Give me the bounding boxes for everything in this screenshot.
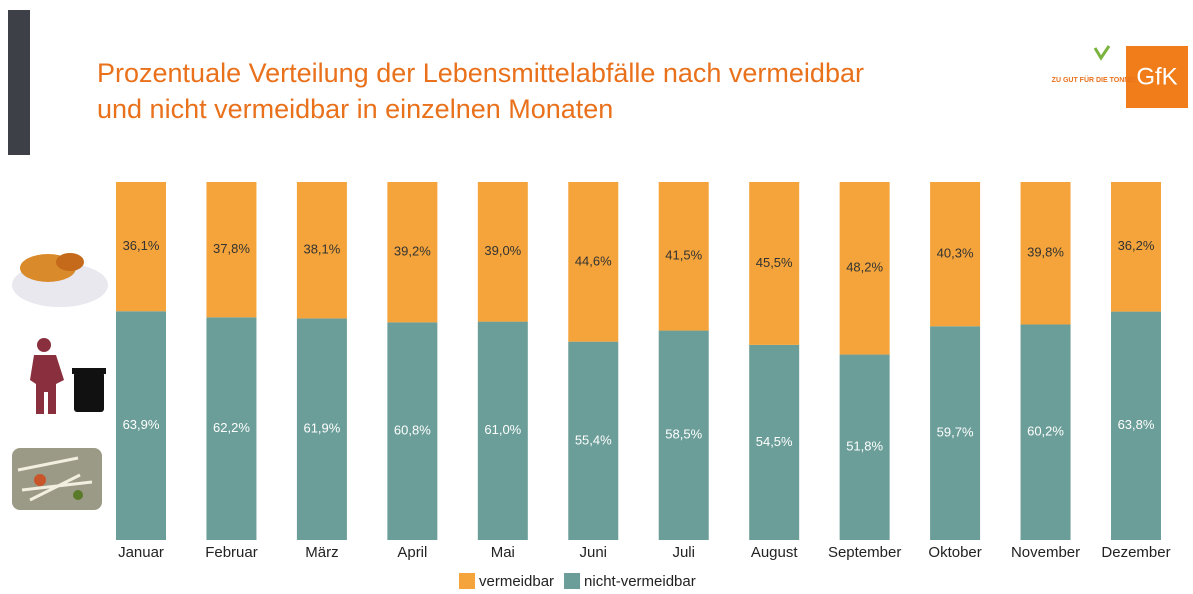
chart-title: und nicht vermeidbar in einzelnen Monate… [97,94,613,124]
data-label: 54,5% [756,434,793,449]
x-tick-label: März [305,544,338,561]
data-label: 36,2% [1118,238,1155,253]
x-tick-label: September [828,544,901,561]
legend-swatch [459,573,475,589]
data-label: 61,0% [484,422,521,437]
data-label: 58,5% [665,427,702,442]
data-label: 63,9% [123,417,160,432]
data-label: 51,8% [846,439,883,454]
legend-swatch [564,573,580,589]
x-tick-label: Juni [580,544,608,561]
x-tick-label: Juli [672,544,695,561]
gfk-logo-text: GfK [1136,63,1177,90]
data-label: 36,1% [123,238,160,253]
x-tick-label: Dezember [1101,544,1170,561]
legend-label: nicht-vermeidbar [584,573,696,590]
data-label: 61,9% [303,421,340,436]
legend-label: vermeidbar [479,573,554,590]
data-label: 39,2% [394,244,431,259]
data-label: 39,0% [484,243,521,258]
campaign-logo-text: ZU GUT FÜR DIE TONNE! [1052,75,1137,84]
x-tick-label: April [397,544,427,561]
data-label: 44,6% [575,253,612,268]
data-label: 37,8% [213,241,250,256]
person-bin-icon [30,338,106,414]
data-label: 59,7% [937,425,974,440]
x-tick-label: November [1011,544,1080,561]
x-tick-label: Februar [205,544,258,561]
data-label: 38,1% [303,242,340,257]
x-tick-label: Mai [491,544,515,561]
data-label: 62,2% [213,420,250,435]
data-label: 40,3% [937,246,974,261]
food-photo [12,253,108,307]
data-label: 48,2% [846,260,883,275]
data-label: 39,8% [1027,245,1064,260]
accent-bar [8,10,30,155]
x-tick-label: August [751,544,799,561]
data-label: 45,5% [756,255,793,270]
data-label: 41,5% [665,248,702,263]
campaign-logo-leaf [1095,46,1109,58]
x-tick-label: Oktober [928,544,981,561]
data-label: 60,2% [1027,424,1064,439]
data-label: 60,8% [394,423,431,438]
chart-title: Prozentuale Verteilung der Lebensmittela… [97,58,864,88]
chart: Prozentuale Verteilung der Lebensmittela… [0,0,1193,594]
data-label: 55,4% [575,432,612,447]
data-label: 63,8% [1118,417,1155,432]
waste-photo [12,448,102,510]
x-tick-label: Januar [118,544,164,561]
